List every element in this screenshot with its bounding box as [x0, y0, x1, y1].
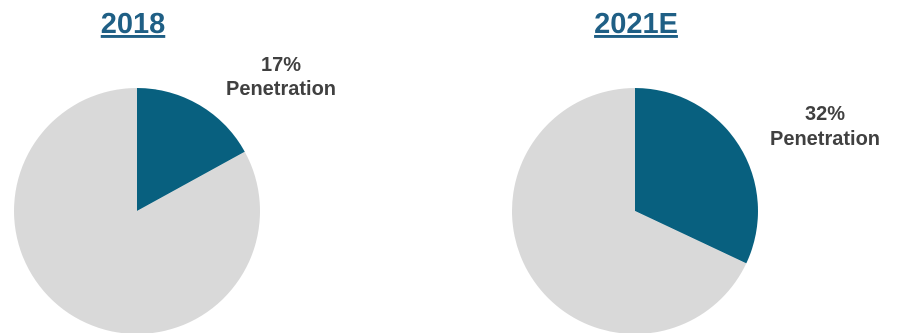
penetration-percent-label-2018: 17% — [261, 54, 301, 76]
pie-slice-2021e-remainder — [511, 88, 747, 333]
pie-slices-2021e — [511, 88, 758, 333]
chart-title-2021e: 2021E — [594, 8, 678, 40]
penetration-text-label-2021e: Penetration — [770, 128, 880, 150]
pie-slice-2018-penetration — [137, 88, 245, 211]
penetration-text-label-2018: Penetration — [226, 78, 336, 100]
chart-title-2018: 2018 — [101, 8, 166, 40]
pie-chart-2021e: 2021E 32% Penetration — [511, 8, 880, 333]
pie-slice-2021e-penetration — [635, 88, 758, 264]
pie-slice-2018-remainder — [14, 88, 260, 333]
penetration-percent-label-2021e: 32% — [805, 103, 845, 125]
pie-slices-2018 — [14, 88, 260, 333]
pie-chart-2018: 2018 17% Penetration — [14, 8, 336, 333]
